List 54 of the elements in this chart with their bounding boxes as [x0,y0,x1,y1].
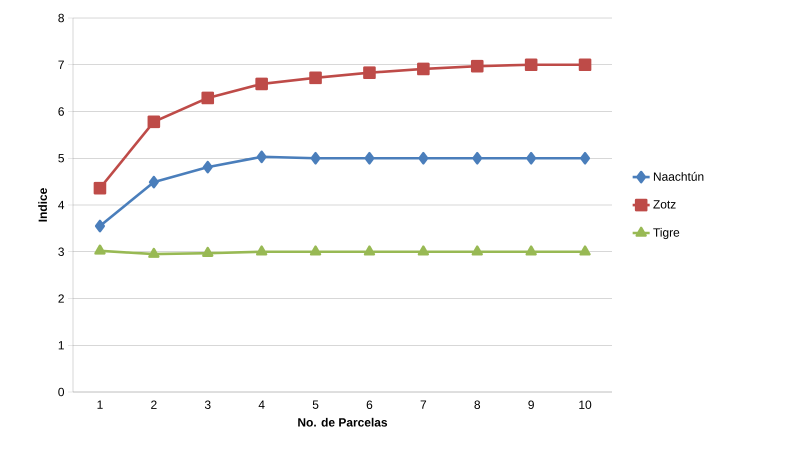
point [580,152,590,165]
point [202,246,214,257]
x-tick-label: 9 [528,400,534,409]
y-tick-label: 8 [58,14,64,22]
y-tick-label: 2 [58,294,64,303]
y-axis-title: Indice [38,188,47,222]
point [579,245,591,256]
y-tick-label: 4 [58,200,64,210]
x-tick-label: 4 [258,400,265,409]
point [94,182,106,194]
point [472,152,482,165]
y-tick-label: 6 [58,107,64,116]
point [256,245,268,256]
y-tick-label: 7 [58,60,64,69]
x-tick-label: 3 [204,400,211,409]
x-axis-title: No. de Parcelas [298,418,388,427]
point [256,150,267,164]
point [310,152,321,165]
x-tick-label: 10 [579,400,592,409]
point [202,160,213,174]
legend-label: Naachtún [654,172,704,181]
y-tick-label: 0 [58,388,64,396]
x-tick-label: 5 [312,400,318,409]
y-tick-label: 5 [58,154,64,162]
legend-label: Tigre [653,228,680,240]
point [418,152,428,165]
x-tick-label: 6 [366,400,372,409]
point [94,220,105,232]
point [418,245,429,256]
point [524,58,538,72]
point [526,245,537,256]
x-tick-label: 8 [474,400,480,409]
point [470,60,484,72]
point [526,152,536,165]
point [417,62,430,76]
x-tick-label: 2 [151,400,157,409]
y-tick-label: 1 [58,341,64,350]
point [364,245,376,256]
x-tick-label: 1 [98,400,103,409]
point [578,58,592,72]
point [148,115,160,128]
y-tick-label: 3 [58,248,64,256]
point [148,176,159,188]
point [364,152,374,165]
point [94,244,106,255]
point [310,245,322,256]
x-tick-label: 7 [420,400,426,409]
point [472,245,483,256]
point [363,66,376,80]
point [255,78,268,90]
legend-label: Zotz [653,200,676,209]
point [148,248,160,258]
point [201,92,214,104]
point [309,72,322,84]
